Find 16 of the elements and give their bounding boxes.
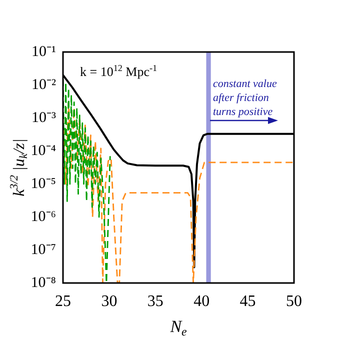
y-tick-label: 10⁻⁴	[30, 142, 56, 159]
y-axis-title: k3/2 |uk/z|	[8, 138, 30, 196]
x-tick-label: 25	[55, 292, 71, 310]
y-tick-label: 10⁻⁵	[30, 176, 56, 192]
y-tick-label: 10⁻²	[32, 76, 56, 93]
y-tick-label: 10⁻³	[32, 110, 56, 126]
x-tick-label: 35	[147, 292, 164, 310]
x-tick-label: 45	[240, 292, 256, 310]
x-tick-label: 30	[101, 292, 118, 310]
y-tick-label: 10⁻⁸	[30, 274, 56, 291]
annotation: constant value after friction turns positive	[213, 78, 277, 118]
y-tick-label: 10⁻⁷	[30, 242, 56, 258]
y-tick-label: 10⁻¹	[32, 44, 56, 60]
x-tick-label: 50	[286, 292, 302, 310]
y-tick-label: 10⁻⁶	[30, 208, 56, 225]
x-tick-label: 40	[194, 292, 210, 310]
